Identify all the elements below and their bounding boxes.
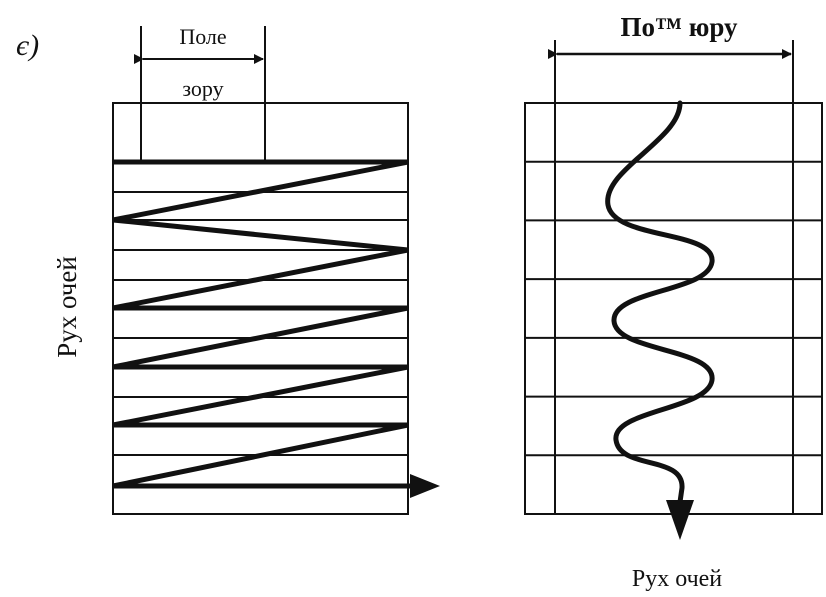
right-top-label: По™ юру [620,12,738,42]
right-row-lines [525,160,822,457]
left-vertical-label: Рух очей [52,256,82,358]
field-label-line1: Поле [179,24,226,49]
field-label-line2: зору [182,76,223,101]
right-bottom-label: Рух очей [632,566,722,592]
figure-letter: є) [16,29,39,62]
right-frame [524,102,823,515]
wavy-eye-path [605,100,715,505]
wavy-arrow-head [666,500,694,540]
zigzag-eye-path [112,159,428,489]
zigzag-arrow-head [410,474,440,498]
left-diagram: Поле зору Рух очей [52,24,440,515]
right-diagram: По™ юру Рух очей [524,12,823,592]
